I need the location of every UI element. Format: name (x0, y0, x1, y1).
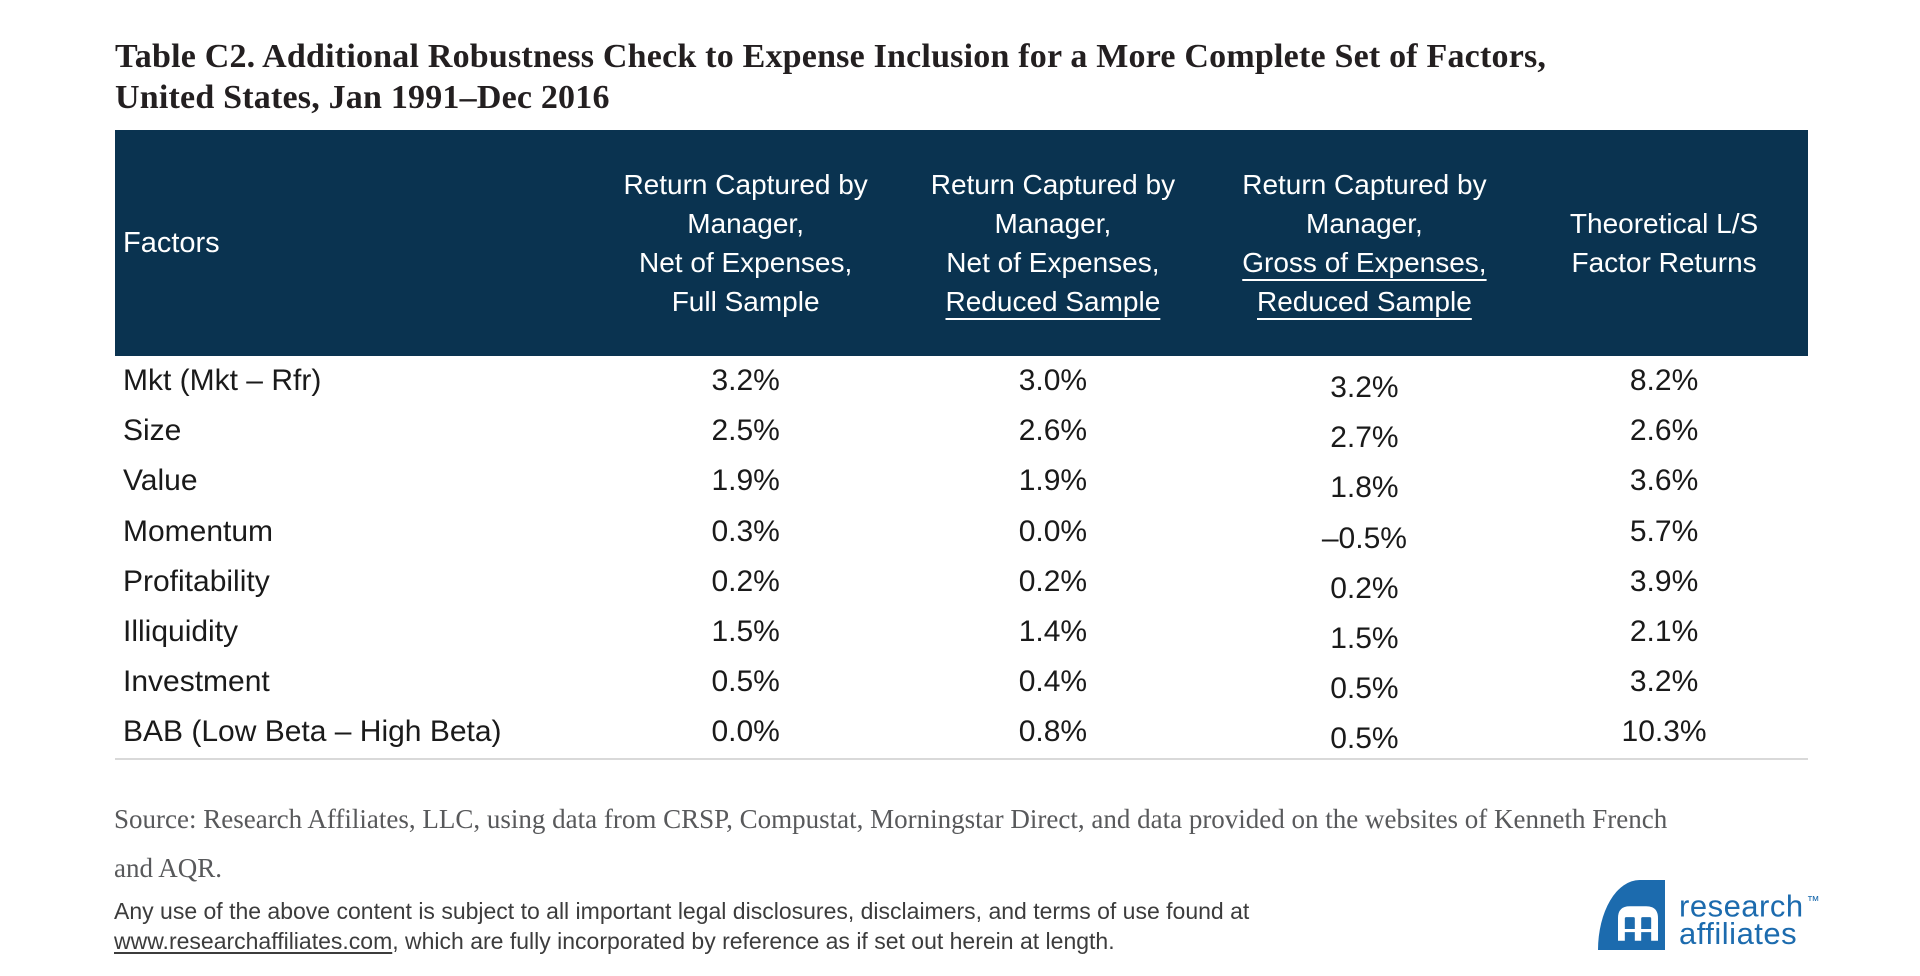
value-cell-theoretical: 2.6% (1629, 414, 1699, 448)
exhibit-title-line1: Table C2. Additional Robustness Check to… (115, 38, 1547, 75)
exhibit-title: Table C2. Additional Robustness Check to… (115, 36, 1546, 118)
source-note-line2: and AQR. (114, 853, 222, 883)
value-cell-net-reduced: 3.0% (1018, 364, 1088, 398)
value-cell-gross-reduced: 0.5% (1330, 672, 1399, 706)
website-link[interactable]: www.researchaffiliates.com (114, 928, 393, 954)
value-cell-net-reduced: 2.6% (1018, 414, 1088, 448)
header-line: Theoretical L/S (1569, 208, 1759, 239)
header-line-underlined: Reduced Sample (945, 286, 1161, 317)
table-row: Profitability 0.2% 0.2% 0.2% 3.9% (115, 557, 1808, 607)
value-cell-net-full: 0.5% (711, 665, 780, 699)
value-cell-theoretical: 3.6% (1629, 464, 1699, 498)
header-line: Manager, (1306, 208, 1423, 239)
header-gross-reduced-sample: Return Captured by Manager, Gross of Exp… (1209, 130, 1521, 356)
table-row: Value 1.9% 1.9% 1.8% 3.6% (115, 456, 1808, 506)
value-cell-theoretical: 3.2% (1629, 665, 1699, 699)
value-cell-net-full: 1.9% (711, 464, 780, 498)
value-cell-theoretical: 2.1% (1629, 615, 1699, 649)
table-row: Mkt (Mkt – Rfr) 3.2% 3.0% 3.2% 8.2% (115, 356, 1808, 406)
header-line-underlined: Gross of Expenses, (1242, 247, 1487, 278)
value-cell-net-full: 0.0% (711, 715, 780, 749)
header-line: Manager, (687, 208, 804, 239)
header-line: Manager, (994, 208, 1112, 239)
factor-cell: Momentum (123, 514, 274, 548)
header-line: Full Sample (671, 286, 820, 317)
value-cell-theoretical: 5.7% (1629, 514, 1699, 548)
legal-note-line1: Any use of the above content is subject … (114, 898, 1250, 924)
value-cell-gross-reduced: 0.5% (1330, 722, 1399, 756)
value-cell-theoretical: 3.9% (1629, 564, 1699, 598)
header-line-underlined: Reduced Sample (1257, 286, 1472, 317)
table-row: Size 2.5% 2.6% 2.7% 2.6% (115, 406, 1808, 456)
table-row: BAB (Low Beta – High Beta) 0.0% 0.8% 0.5… (115, 707, 1808, 757)
header-theoretical-ls: Theoretical L/S Factor Returns (1520, 130, 1808, 356)
value-cell-gross-reduced: 2.7% (1330, 421, 1399, 455)
ra-monogram-icon (1598, 880, 1665, 950)
factor-cell: Illiquidity (123, 615, 239, 649)
value-cell-gross-reduced: 0.2% (1330, 571, 1399, 605)
factors-table: Factors Return Captured by Manager, Net … (115, 130, 1808, 760)
header-line: Factor Returns (1571, 247, 1757, 278)
table-row: Illiquidity 1.5% 1.4% 1.5% 2.1% (115, 607, 1808, 657)
source-note: Source: Research Affiliates, LLC, using … (114, 795, 1667, 893)
logo-wordmark-line1: research ™ (1679, 888, 1820, 924)
header-net-full-sample: Return Captured by Manager, Net of Expen… (594, 130, 897, 356)
header-line: Return Captured by (930, 169, 1176, 200)
header-factors: Factors (123, 226, 220, 259)
table-body: Mkt (Mkt – Rfr) 3.2% 3.0% 3.2% 8.2% Size… (115, 356, 1808, 760)
value-cell-net-reduced: 0.2% (1018, 564, 1088, 598)
value-cell-net-reduced: 1.9% (1018, 464, 1088, 498)
factor-cell: Size (123, 414, 182, 448)
header-line: Return Captured by (623, 169, 868, 200)
value-cell-gross-reduced: 3.2% (1330, 371, 1399, 405)
value-cell-gross-reduced: 1.5% (1330, 622, 1399, 656)
logo-wordmark: research ™ affiliates (1679, 880, 1820, 950)
value-cell-net-full: 0.3% (711, 514, 780, 548)
factor-cell: BAB (Low Beta – High Beta) (123, 715, 502, 749)
value-cell-theoretical: 10.3% (1621, 715, 1707, 749)
header-line: Return Captured by (1242, 169, 1487, 200)
factor-cell: Mkt (Mkt – Rfr) (123, 364, 322, 398)
value-cell-net-reduced: 0.0% (1018, 514, 1088, 548)
value-cell-net-full: 3.2% (711, 364, 780, 398)
table-header: Factors Return Captured by Manager, Net … (115, 130, 1808, 356)
header-net-reduced-sample: Return Captured by Manager, Net of Expen… (897, 130, 1209, 356)
table-row: Investment 0.5% 0.4% 0.5% 3.2% (115, 657, 1808, 707)
value-cell-net-full: 0.2% (711, 564, 780, 598)
value-cell-gross-reduced: –0.5% (1321, 521, 1407, 555)
trademark-symbol: ™ (1806, 893, 1820, 908)
table-row: Momentum 0.3% 0.0% –0.5% 5.7% (115, 507, 1808, 557)
value-cell-net-full: 2.5% (711, 414, 780, 448)
value-cell-net-reduced: 0.8% (1018, 715, 1088, 749)
value-cell-gross-reduced: 1.8% (1330, 471, 1399, 505)
source-note-line1: Source: Research Affiliates, LLC, using … (114, 804, 1668, 834)
exhibit-title-line2: United States, Jan 1991–Dec 2016 (115, 79, 610, 116)
factor-cell: Investment (123, 665, 270, 699)
logo-wordmark-line2: affiliates (1679, 916, 1798, 952)
value-cell-theoretical: 8.2% (1629, 364, 1699, 398)
factor-cell: Value (123, 464, 198, 498)
header-line: Net of Expenses, (639, 247, 853, 278)
factor-cell: Profitability (123, 564, 270, 598)
legal-note-line2: , which are fully incorporated by refere… (392, 928, 1115, 954)
ra-monogram-glyph (1618, 906, 1658, 941)
research-affiliates-logo: research ™ affiliates (1598, 880, 1820, 950)
header-line: Net of Expenses, (946, 247, 1160, 278)
value-cell-net-full: 1.5% (711, 615, 780, 649)
legal-note: Any use of the above content is subject … (114, 896, 1249, 956)
value-cell-net-reduced: 1.4% (1018, 615, 1088, 649)
value-cell-net-reduced: 0.4% (1018, 665, 1088, 699)
